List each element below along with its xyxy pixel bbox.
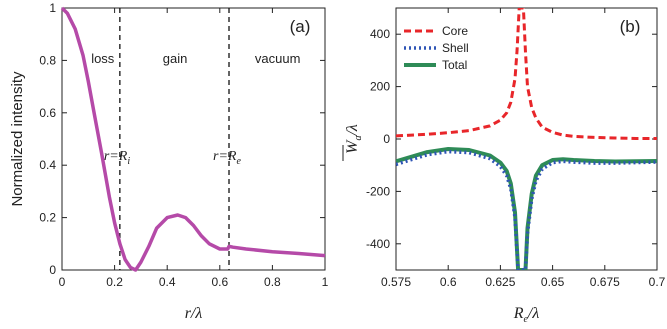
y-tick-label-b: 200	[370, 80, 390, 94]
intensity-curve	[60, 6, 326, 272]
x-tick-label-b: 0.575	[381, 275, 411, 289]
x-tick-label-a: 0.4	[159, 275, 176, 289]
boundary-label: r=Re	[213, 149, 241, 167]
x-tick-label-a: 1	[322, 275, 329, 289]
series-core-line	[396, 8, 657, 140]
x-tick-label-a: 0	[59, 275, 66, 289]
panel-label-a: (a)	[290, 17, 311, 36]
x-tick-label-b: 0.6	[440, 275, 457, 289]
y-tick-label-b: -200	[366, 184, 390, 198]
y-axis-label-a: Normalized intensity	[9, 71, 26, 207]
series-total-line	[396, 147, 657, 270]
x-tick-label-a: 0.2	[106, 275, 123, 289]
x-tick-label-b: 0.625	[485, 275, 515, 289]
y-tick-label-b: 400	[370, 27, 390, 41]
x-axis-label-b: Re/λ	[513, 305, 540, 325]
legend-label-core: Core	[442, 24, 468, 38]
y-tick-label-b: -400	[366, 237, 390, 251]
curves-b	[396, 8, 657, 270]
x-tick-label-b: 0.7	[649, 275, 666, 289]
region-label: vacuum	[255, 51, 301, 66]
y-tick-label-b: 0	[383, 132, 390, 146]
panel-b: 0.575 0.6 0.625 0.65 0.675 0.7 -400 -200 0 200 400…	[342, 7, 666, 325]
plot-frame-a	[61, 7, 326, 271]
x-tick-label-a: 0.6	[211, 275, 228, 289]
series-shell-line	[396, 149, 657, 270]
panel-a: 0 0.2 0.4 0.6 0.8 1 0 0.2 0.4 0.6 0.8 1 r=Ri r=Re loss…	[9, 1, 329, 322]
y-axis-label-b: Wa/λ	[344, 124, 364, 154]
region-label: gain	[163, 51, 188, 66]
x-tick-label-b: 0.65	[541, 275, 565, 289]
legend-label-total: Total	[442, 58, 467, 72]
y-tick-label-a: 0.4	[39, 158, 56, 172]
boundary-label: r=Ri	[104, 149, 130, 167]
legend: Core Shell Total	[404, 24, 469, 72]
y-tick-label-a: 0.2	[39, 211, 56, 225]
region-label: loss	[91, 51, 115, 66]
panel-label-b: (b)	[620, 17, 641, 36]
y-tick-label-a: 0	[49, 263, 56, 277]
y-tick-label-a: 0.8	[39, 53, 56, 67]
legend-label-shell: Shell	[442, 41, 469, 55]
x-tick-label-a: 0.8	[264, 275, 281, 289]
x-axis-label-a: r/λ	[185, 305, 203, 322]
x-tick-label-b: 0.675	[590, 275, 620, 289]
y-tick-label-a: 1	[49, 1, 56, 15]
y-tick-label-a: 0.6	[39, 106, 56, 120]
